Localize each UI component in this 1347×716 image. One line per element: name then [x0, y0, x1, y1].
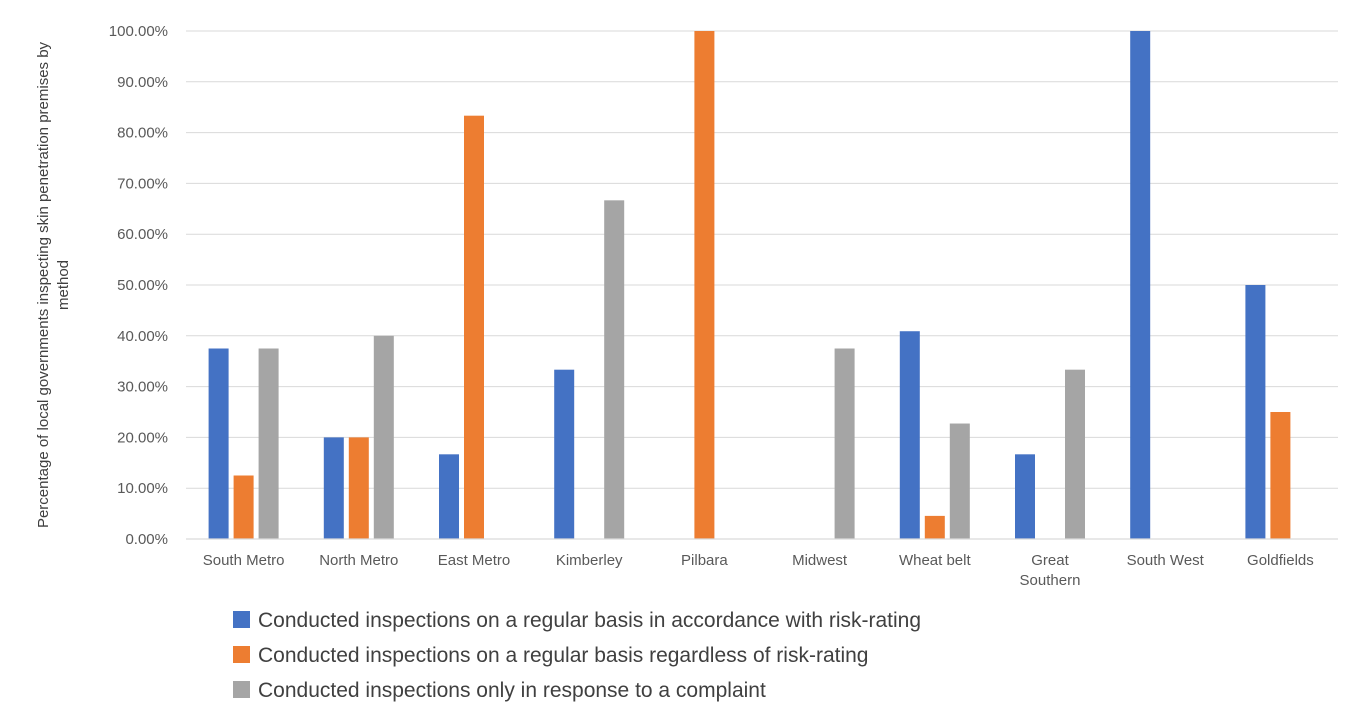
y-axis-label-line: method	[55, 260, 72, 310]
bar	[323, 437, 344, 539]
x-category-label: Kimberley	[556, 552, 623, 569]
bar	[439, 454, 459, 539]
bar	[464, 115, 484, 540]
bar	[373, 335, 394, 539]
legend-swatch	[233, 611, 250, 628]
bar	[233, 475, 254, 539]
x-category-label: South Metro	[203, 552, 285, 569]
x-category-label: East Metro	[438, 552, 511, 569]
bar	[348, 437, 369, 539]
y-tick-label: 30.00%	[117, 379, 168, 396]
bar	[258, 348, 279, 539]
y-tick-label: 70.00%	[117, 175, 168, 192]
legend-label: Conducted inspections on a regular basis…	[258, 609, 921, 632]
bar	[604, 200, 625, 539]
y-tick-label: 90.00%	[117, 74, 168, 91]
y-tick-label: 0.00%	[125, 531, 168, 548]
bar	[834, 348, 855, 539]
bar	[1245, 285, 1266, 539]
x-category-label: Wheat belt	[899, 552, 972, 569]
bar	[694, 31, 715, 539]
bar	[208, 348, 229, 539]
x-category-label: Midwest	[792, 552, 848, 569]
y-tick-label: 80.00%	[117, 125, 168, 142]
bar	[924, 515, 945, 539]
bar	[1065, 369, 1085, 539]
legend-label: Conducted inspections only in response t…	[258, 679, 766, 702]
bar	[949, 423, 970, 539]
bar	[1270, 412, 1291, 539]
x-category-label: North Metro	[319, 552, 398, 569]
y-tick-label: 60.00%	[117, 226, 168, 243]
legend-label: Conducted inspections on a regular basis…	[258, 644, 869, 667]
x-category-label: Pilbara	[681, 552, 728, 569]
y-axis-label-line: Percentage of local governments inspecti…	[35, 41, 52, 528]
gridlines	[186, 30, 1338, 489]
x-category-label: Goldfields	[1247, 552, 1314, 569]
x-category-label: Great	[1031, 552, 1069, 569]
y-axis-label: Percentage of local governments inspecti…	[35, 41, 72, 528]
y-axis-tick-labels: 0.00% 10.00% 20.00% 30.00% 40.00% 50.00% 60.00…	[109, 23, 168, 548]
legend-swatch	[233, 681, 250, 698]
bars	[208, 31, 1291, 540]
bar	[1015, 454, 1035, 539]
y-tick-label: 50.00%	[117, 277, 168, 294]
legend: Conducted inspections on a regular basis…	[233, 609, 921, 702]
y-tick-label: 10.00%	[117, 480, 168, 497]
y-tick-label: 100.00%	[109, 23, 168, 40]
y-tick-label: 20.00%	[117, 429, 168, 446]
bar	[1130, 31, 1151, 539]
legend-swatch	[233, 646, 250, 663]
x-category-label: South West	[1127, 552, 1205, 569]
bar	[554, 369, 575, 539]
x-axis-category-labels: South Metro North Metro East Metro Kimberle…	[203, 552, 1314, 589]
x-category-label: Southern	[1020, 572, 1081, 589]
y-tick-label: 40.00%	[117, 328, 168, 345]
bar	[899, 331, 920, 539]
